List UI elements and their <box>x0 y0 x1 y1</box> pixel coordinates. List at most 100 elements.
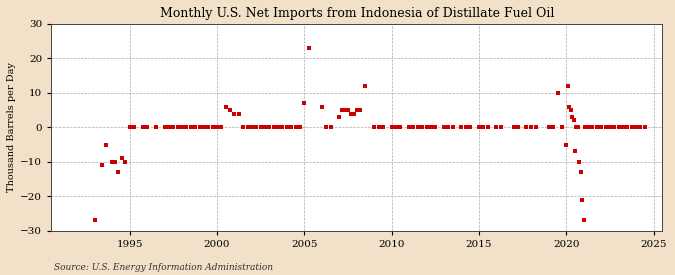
Point <box>264 125 275 130</box>
Point <box>354 108 365 112</box>
Point <box>577 197 588 202</box>
Point <box>317 104 327 109</box>
Point <box>508 125 519 130</box>
Point <box>430 125 441 130</box>
Point <box>491 125 502 130</box>
Point <box>575 170 586 174</box>
Point <box>635 125 646 130</box>
Point <box>190 125 200 130</box>
Point <box>117 156 128 161</box>
Point <box>142 125 153 130</box>
Point <box>294 125 305 130</box>
Point <box>277 125 288 130</box>
Point <box>172 125 183 130</box>
Point <box>622 125 632 130</box>
Point <box>177 125 188 130</box>
Point <box>578 218 589 223</box>
Point <box>520 125 531 130</box>
Point <box>348 111 359 116</box>
Text: Source: U.S. Energy Information Administration: Source: U.S. Energy Information Administ… <box>54 263 273 272</box>
Point <box>198 125 209 130</box>
Point <box>495 125 506 130</box>
Point <box>443 125 454 130</box>
Point <box>194 125 205 130</box>
Point <box>568 118 579 123</box>
Point <box>290 125 301 130</box>
Point <box>609 125 620 130</box>
Point <box>591 125 602 130</box>
Point <box>129 125 140 130</box>
Point <box>207 125 218 130</box>
Point <box>547 125 558 130</box>
Point <box>564 104 574 109</box>
Point <box>565 108 576 112</box>
Point <box>334 115 345 119</box>
Point <box>225 108 236 112</box>
Title: Monthly U.S. Net Imports from Indonesia of Distillate Fuel Oil: Monthly U.S. Net Imports from Indonesia … <box>159 7 554 20</box>
Point <box>369 125 379 130</box>
Point <box>439 125 450 130</box>
Point <box>360 84 371 88</box>
Point <box>552 91 563 95</box>
Point <box>626 125 637 130</box>
Point <box>229 111 240 116</box>
Point <box>299 101 310 105</box>
Point <box>562 84 573 88</box>
Point <box>583 125 593 130</box>
Point <box>377 125 388 130</box>
Point <box>531 125 541 130</box>
Point <box>386 125 397 130</box>
Point <box>212 125 223 130</box>
Point <box>138 125 148 130</box>
Point <box>571 125 582 130</box>
Point <box>421 125 432 130</box>
Point <box>574 160 585 164</box>
Point <box>448 125 458 130</box>
Y-axis label: Thousand Barrels per Day: Thousand Barrels per Day <box>7 62 16 192</box>
Point <box>255 125 266 130</box>
Point <box>281 125 292 130</box>
Point <box>373 125 384 130</box>
Point <box>186 125 196 130</box>
Point <box>273 125 284 130</box>
Point <box>587 125 598 130</box>
Point <box>404 125 414 130</box>
Point <box>580 125 591 130</box>
Point <box>526 125 537 130</box>
Point <box>163 125 174 130</box>
Point <box>346 111 356 116</box>
Point <box>269 125 279 130</box>
Point <box>600 125 611 130</box>
Point <box>260 125 271 130</box>
Point <box>113 170 124 174</box>
Point <box>556 125 567 130</box>
Point <box>107 160 117 164</box>
Point <box>465 125 476 130</box>
Point <box>425 125 436 130</box>
Point <box>97 163 107 167</box>
Point <box>101 142 112 147</box>
Point <box>251 125 262 130</box>
Point <box>412 125 423 130</box>
Point <box>203 125 214 130</box>
Point <box>513 125 524 130</box>
Point <box>343 108 354 112</box>
Point <box>120 160 131 164</box>
Point <box>220 104 231 109</box>
Point <box>286 125 296 130</box>
Point <box>234 111 244 116</box>
Point <box>337 108 348 112</box>
Point <box>618 125 628 130</box>
Point <box>482 125 493 130</box>
Point <box>181 125 192 130</box>
Point <box>246 125 257 130</box>
Point <box>572 125 583 130</box>
Point <box>391 125 402 130</box>
Point <box>89 218 100 223</box>
Point <box>456 125 467 130</box>
Point <box>110 160 121 164</box>
Point <box>325 125 336 130</box>
Point <box>543 125 554 130</box>
Point <box>321 125 331 130</box>
Point <box>613 125 624 130</box>
